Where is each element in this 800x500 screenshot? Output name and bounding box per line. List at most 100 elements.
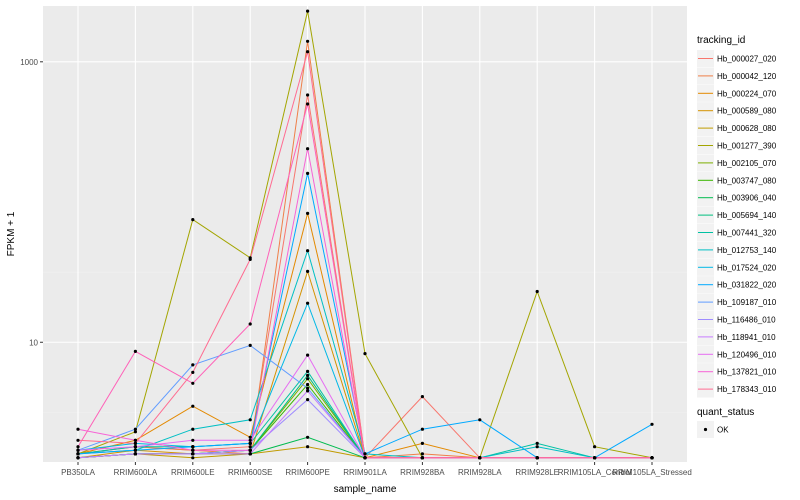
data-point — [191, 456, 195, 460]
data-point — [133, 438, 137, 442]
data-point — [306, 147, 310, 151]
data-point — [420, 456, 424, 460]
data-point — [306, 249, 310, 253]
data-point — [593, 445, 597, 449]
legend-label: Hb_116486_010 — [717, 316, 776, 325]
data-point — [363, 456, 367, 460]
data-point — [420, 427, 424, 431]
data-point — [191, 404, 195, 408]
major-gridlines — [43, 6, 687, 462]
data-point — [133, 452, 137, 456]
data-point — [306, 93, 310, 97]
legend-label: Hb_178343_010 — [717, 385, 777, 394]
x-tick-label: RRIM600PE — [285, 468, 329, 477]
data-point — [76, 427, 80, 431]
x-tick-label: RRIM901LA — [343, 468, 387, 477]
data-point — [306, 102, 310, 106]
y-tick-label: 1000 — [20, 58, 38, 67]
data-point — [248, 418, 252, 422]
legend-label: Hb_031822_020 — [717, 281, 777, 290]
data-point — [191, 452, 195, 456]
legend-label: Hb_012753_140 — [717, 246, 777, 255]
y-tick-label: 10 — [29, 338, 38, 347]
data-point — [306, 211, 310, 215]
data-point — [76, 456, 80, 460]
data-point — [133, 448, 137, 452]
data-point — [133, 427, 137, 431]
data-point — [363, 352, 367, 356]
legend-label: Hb_002105_070 — [717, 159, 777, 168]
data-point — [133, 349, 137, 353]
data-point — [248, 448, 252, 452]
data-point — [133, 441, 137, 445]
data-point — [650, 456, 654, 460]
legend-tracking-id: tracking_id Hb_000027_020 Hb_000042_120 Hb… — [697, 35, 777, 398]
legend2-title: quant_status — [697, 407, 754, 418]
legend-label: Hb_118941_010 — [717, 333, 776, 342]
x-axis: PB350LA RRIM600LA RRIM600LE RRIM600SE RRIM60… — [61, 462, 692, 477]
data-point — [76, 448, 80, 452]
x-tick-label: RRIM105LA_Control — [558, 468, 632, 477]
data-point — [306, 389, 310, 393]
data-point — [478, 456, 482, 460]
data-point — [306, 269, 310, 273]
legend-label: Hb_003906_040 — [717, 194, 777, 203]
legend-title: tracking_id — [697, 35, 745, 46]
y-axis-title: FPKM + 1 — [6, 211, 17, 256]
data-point — [248, 445, 252, 449]
data-point — [593, 456, 597, 460]
data-point — [306, 171, 310, 175]
legend-label: Hb_000628_080 — [717, 124, 777, 133]
legend-label: Hb_007441_320 — [717, 229, 777, 238]
x-tick-label: RRIM600LE — [171, 468, 215, 477]
data-point — [650, 422, 654, 426]
data-point — [133, 430, 137, 434]
x-tick-label: RRIM105LA_Stressed — [612, 468, 692, 477]
data-point — [191, 445, 195, 449]
legend-label: Hb_001277_390 — [717, 142, 777, 151]
data-point — [191, 218, 195, 222]
data-point — [191, 427, 195, 431]
series-points — [76, 9, 654, 460]
data-point — [248, 343, 252, 347]
data-point — [306, 353, 310, 357]
data-point — [306, 382, 310, 387]
x-tick-label: PB350LA — [61, 468, 95, 477]
legend-quant-status: quant_status OK — [697, 407, 754, 438]
data-point — [248, 435, 252, 439]
legend-label: Hb_137821_010 — [717, 368, 777, 377]
data-point — [76, 438, 80, 442]
data-point — [248, 257, 252, 261]
data-point — [191, 438, 195, 442]
data-point — [133, 445, 137, 449]
data-point — [248, 438, 252, 442]
data-point — [420, 441, 424, 445]
data-point — [420, 395, 424, 399]
data-point — [535, 289, 539, 294]
data-point — [363, 452, 367, 456]
legend-label: Hb_109187_010 — [717, 298, 777, 307]
data-point — [306, 435, 310, 439]
data-point — [76, 452, 80, 456]
data-point — [306, 386, 310, 390]
legend-label: Hb_000027_020 — [717, 55, 777, 64]
legend-label: Hb_000589_080 — [717, 107, 777, 116]
data-point — [191, 370, 195, 374]
x-tick-label: RRIM928LA — [458, 468, 502, 477]
data-point — [248, 441, 252, 445]
legend2-label: OK — [717, 426, 729, 435]
y-axis: 10 1000 — [20, 58, 43, 347]
data-point — [306, 377, 310, 381]
x-tick-label: RRIM928LE — [515, 468, 559, 477]
legend2-key-point — [703, 427, 708, 432]
data-point — [306, 445, 310, 449]
data-point — [191, 381, 195, 385]
data-point — [535, 456, 539, 460]
legend-label: Hb_120496_010 — [717, 350, 777, 359]
x-tick-label: RRIM928BA — [400, 468, 445, 477]
x-tick-label: RRIM600SE — [228, 468, 272, 477]
legend-label: Hb_003747_080 — [717, 176, 777, 185]
data-point — [535, 445, 539, 449]
legend-label: Hb_005694_140 — [717, 211, 777, 220]
